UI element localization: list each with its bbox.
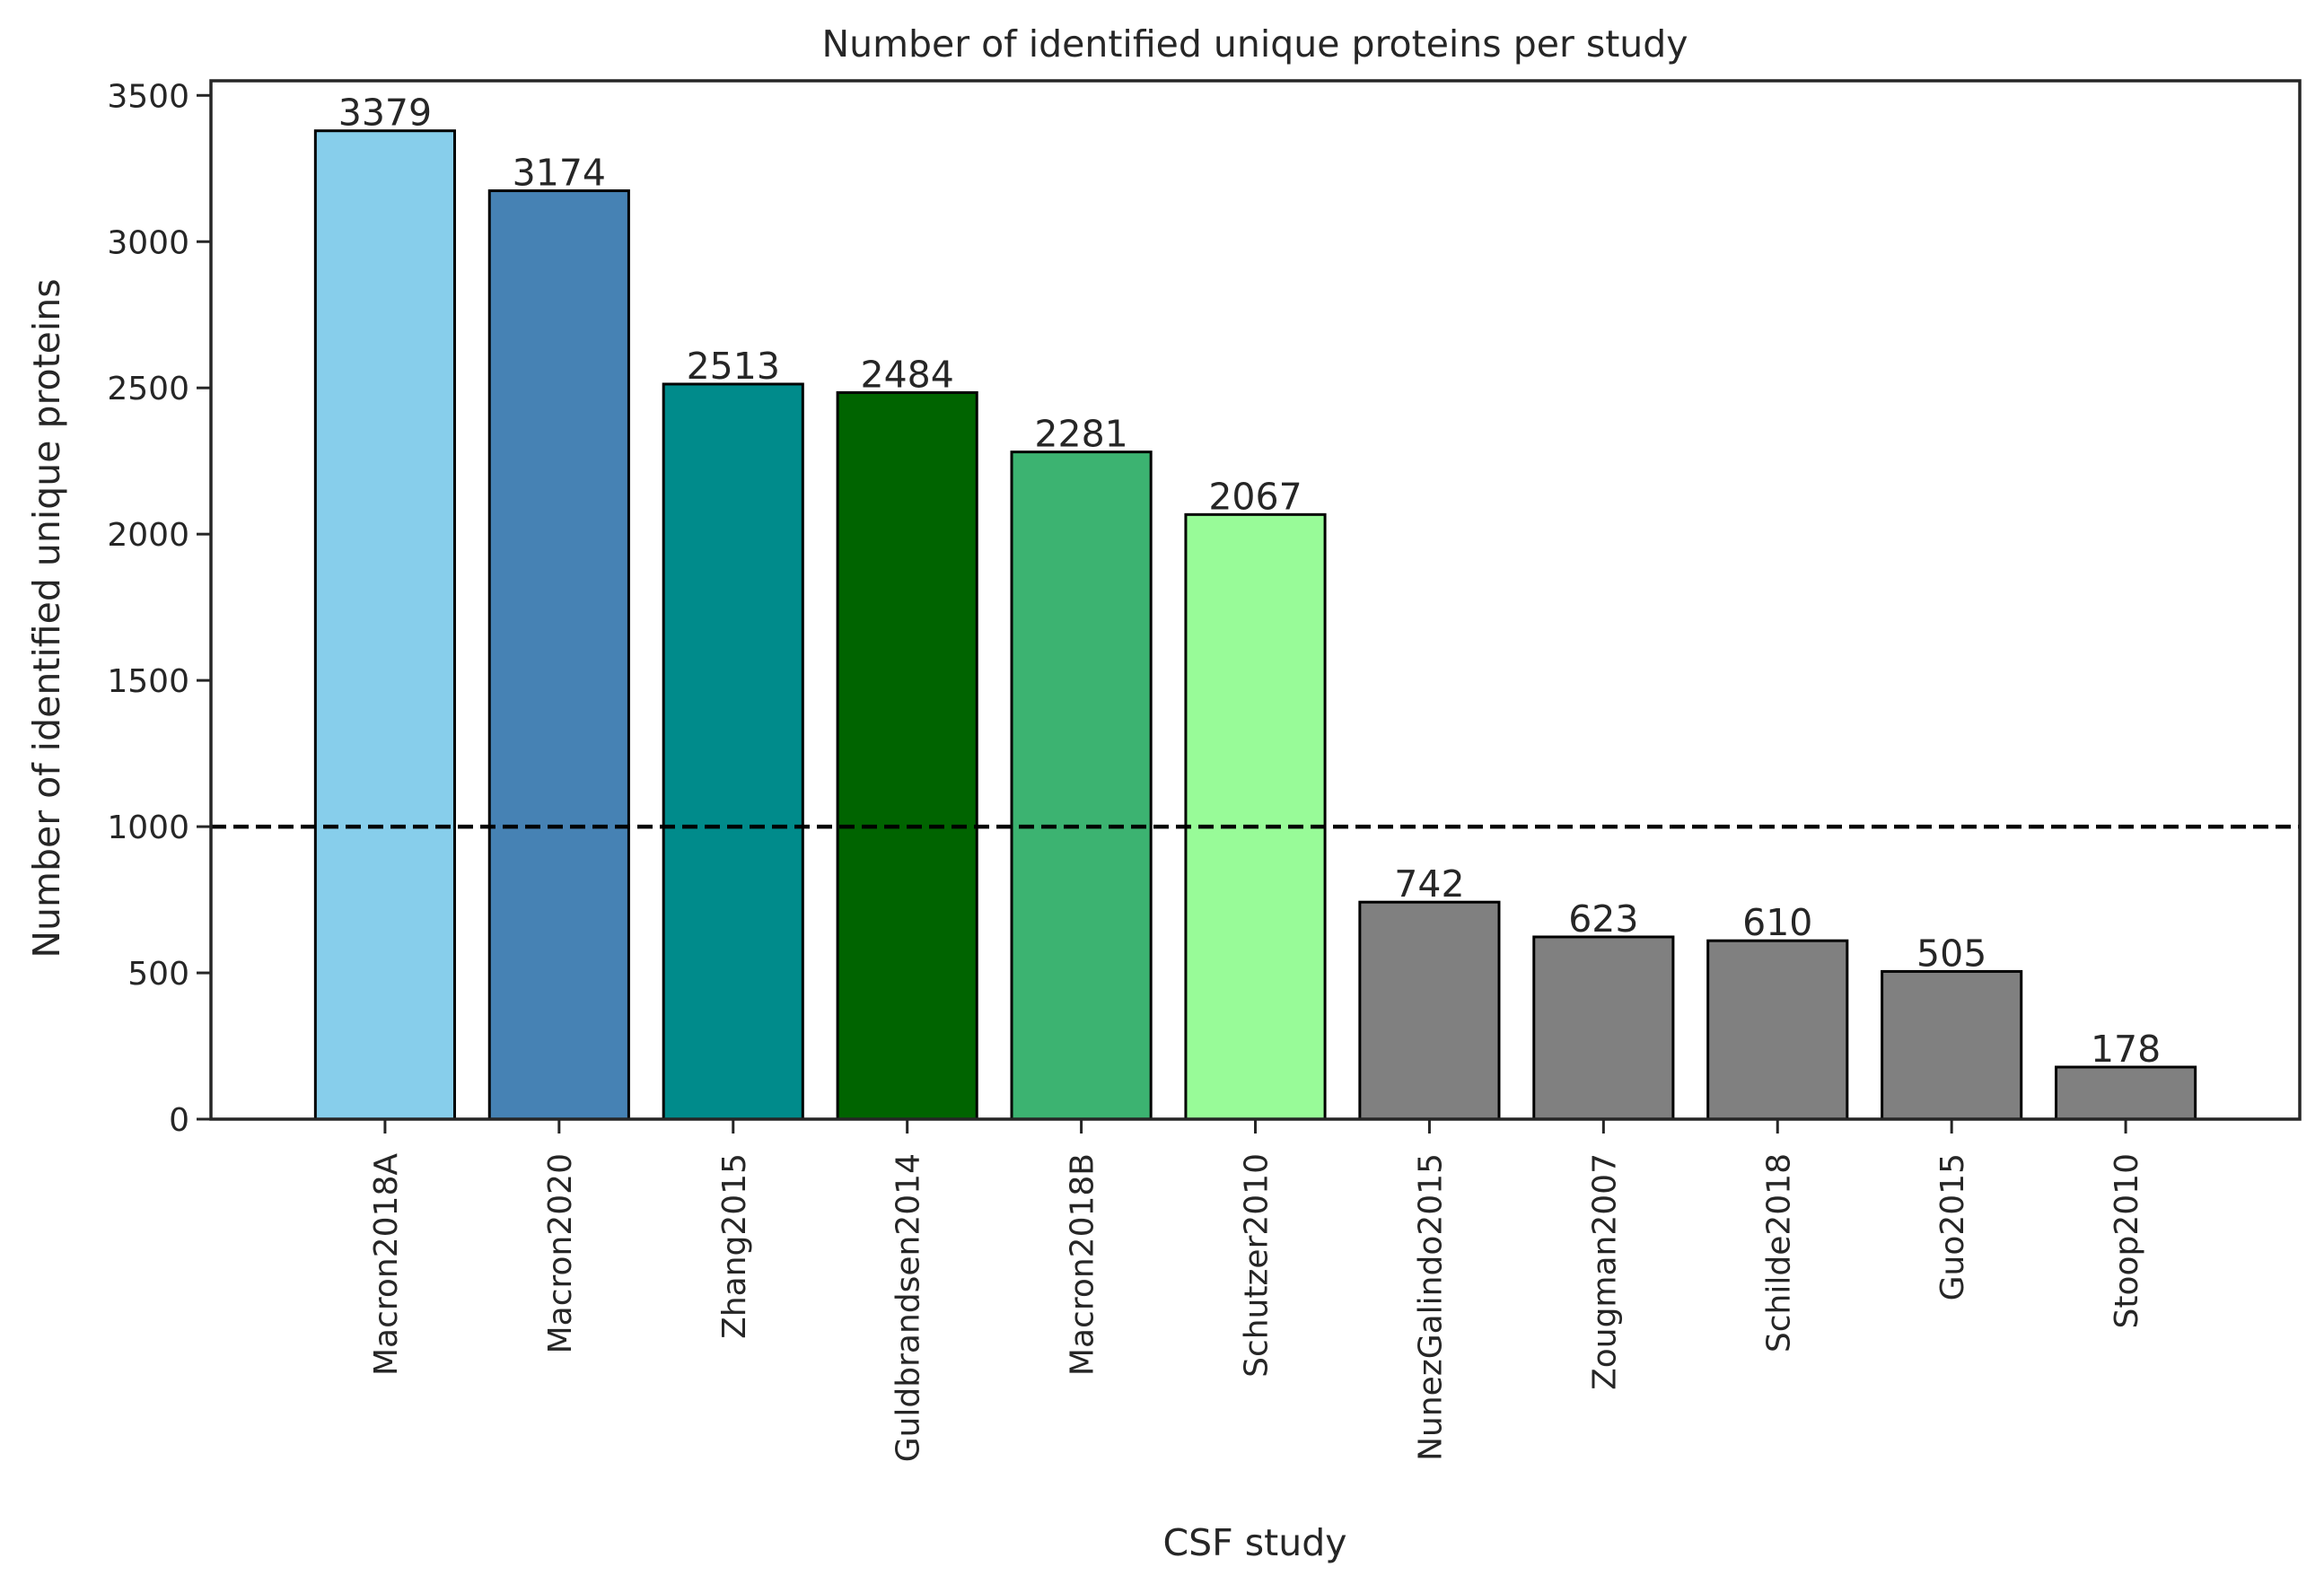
y-tick-label-500: 500 [127, 956, 189, 993]
bar-Guo2015 [1881, 969, 2023, 1121]
data-label-Zhang2015: 2513 [687, 345, 780, 388]
x-tick-label-Guo2015: Guo2015 [1934, 1153, 1971, 1300]
data-label-Schilde2018: 610 [1742, 901, 1812, 944]
x-tick-label-NunezGalindo2015: NunezGalindo2015 [1412, 1153, 1449, 1461]
data-label-Macron2018A: 3379 [338, 92, 432, 135]
bar-Zougman2007 [1532, 935, 1675, 1121]
x-tick-label-Schutzer2010: Schutzer2010 [1239, 1153, 1276, 1378]
x-tick-label-Macron2020: Macron2020 [542, 1153, 579, 1353]
data-label-Schutzer2010: 2067 [1208, 475, 1302, 518]
bar-Stoop2010 [2055, 1065, 2197, 1121]
data-label-Stoop2010: 178 [2091, 1028, 2161, 1071]
bar-Macron2018A [313, 129, 456, 1121]
plot-area: 3379 Macron2018A 3174 Macron2020 2513 Zhang20… [107, 78, 2302, 1462]
y-tick-label-1000: 1000 [107, 810, 189, 846]
data-label-Macron2020: 3174 [513, 152, 606, 195]
data-label-Guldbrandsen2014: 2484 [860, 353, 953, 396]
data-label-Guo2015: 505 [1916, 932, 1986, 975]
data-label-NunezGalindo2015: 742 [1394, 862, 1464, 906]
x-tick-label-Macron2018A: Macron2018A [368, 1153, 405, 1376]
y-tick-label-0: 0 [169, 1102, 189, 1139]
x-tick-label-Schilde2018: Schilde2018 [1760, 1153, 1797, 1352]
y-tick-label-2000: 2000 [107, 517, 189, 554]
y-tick-label-3500: 3500 [107, 78, 189, 115]
y-tick-label-2500: 2500 [107, 371, 189, 407]
bar-Guldbrandsen2014 [836, 390, 978, 1121]
y-axis-label: Number of identified unique proteins [25, 278, 68, 958]
chart-title: Number of identified unique proteins per… [821, 22, 1688, 66]
bar-Schilde2018 [1706, 939, 1849, 1121]
data-label-Zougman2007: 623 [1568, 897, 1638, 941]
x-tick-label-Macron2018B: Macron2018B [1065, 1153, 1101, 1376]
x-tick-label-Zougman2007: Zougman2007 [1586, 1153, 1623, 1390]
x-tick-label-Zhang2015: Zhang2015 [716, 1153, 753, 1339]
x-axis-label: CSF study [1163, 1521, 1347, 1564]
x-tick-label-Guldbrandsen2014: Guldbrandsen2014 [890, 1153, 927, 1462]
bar-Macron2020 [487, 189, 630, 1121]
bar-Macron2018B [1010, 451, 1153, 1121]
bar-Schutzer2010 [1184, 512, 1327, 1121]
bar-NunezGalindo2015 [1358, 900, 1501, 1121]
axes-frame [209, 79, 2302, 1121]
x-tick-label-Stoop2010: Stoop2010 [2109, 1153, 2145, 1329]
y-tick-label-3000: 3000 [107, 224, 189, 261]
y-tick-label-1500: 1500 [107, 663, 189, 700]
data-label-Macron2018B: 2281 [1034, 413, 1127, 456]
bar-Zhang2015 [662, 382, 804, 1121]
